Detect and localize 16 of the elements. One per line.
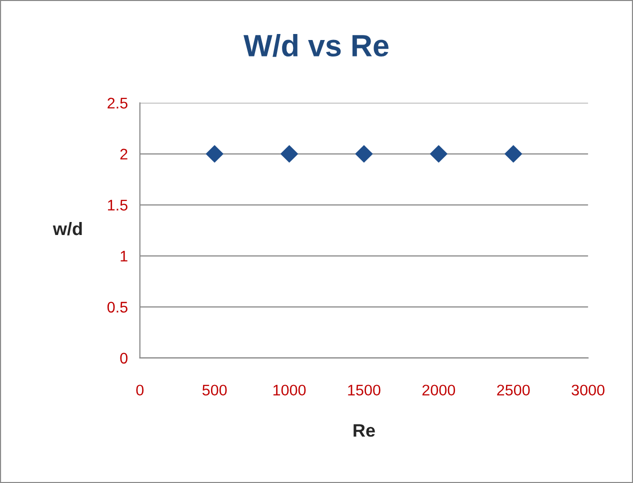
y-tick-label: 1.5	[108, 200, 128, 211]
y-tick-label: 0.5	[107, 302, 128, 313]
x-tick-label: 2000	[422, 384, 456, 396]
x-tick-label: 2500	[497, 384, 530, 396]
x-tick-label: 0	[136, 384, 144, 396]
x-tick-label: 1500	[348, 384, 380, 396]
y-axis-title: w/d	[52, 222, 82, 236]
chart-title: W/d vs Re	[244, 34, 388, 57]
x-tick-label: 500	[202, 384, 227, 396]
y-tick-label: 1	[120, 250, 128, 262]
y-tick-label: 2	[120, 148, 128, 160]
y-tick-label: 2.5	[108, 98, 128, 109]
x-axis-title: Re	[354, 424, 375, 437]
x-tick-label: 3000	[572, 384, 604, 396]
x-tick-label: 1000	[273, 384, 306, 396]
y-tick-label: 0	[120, 352, 128, 364]
